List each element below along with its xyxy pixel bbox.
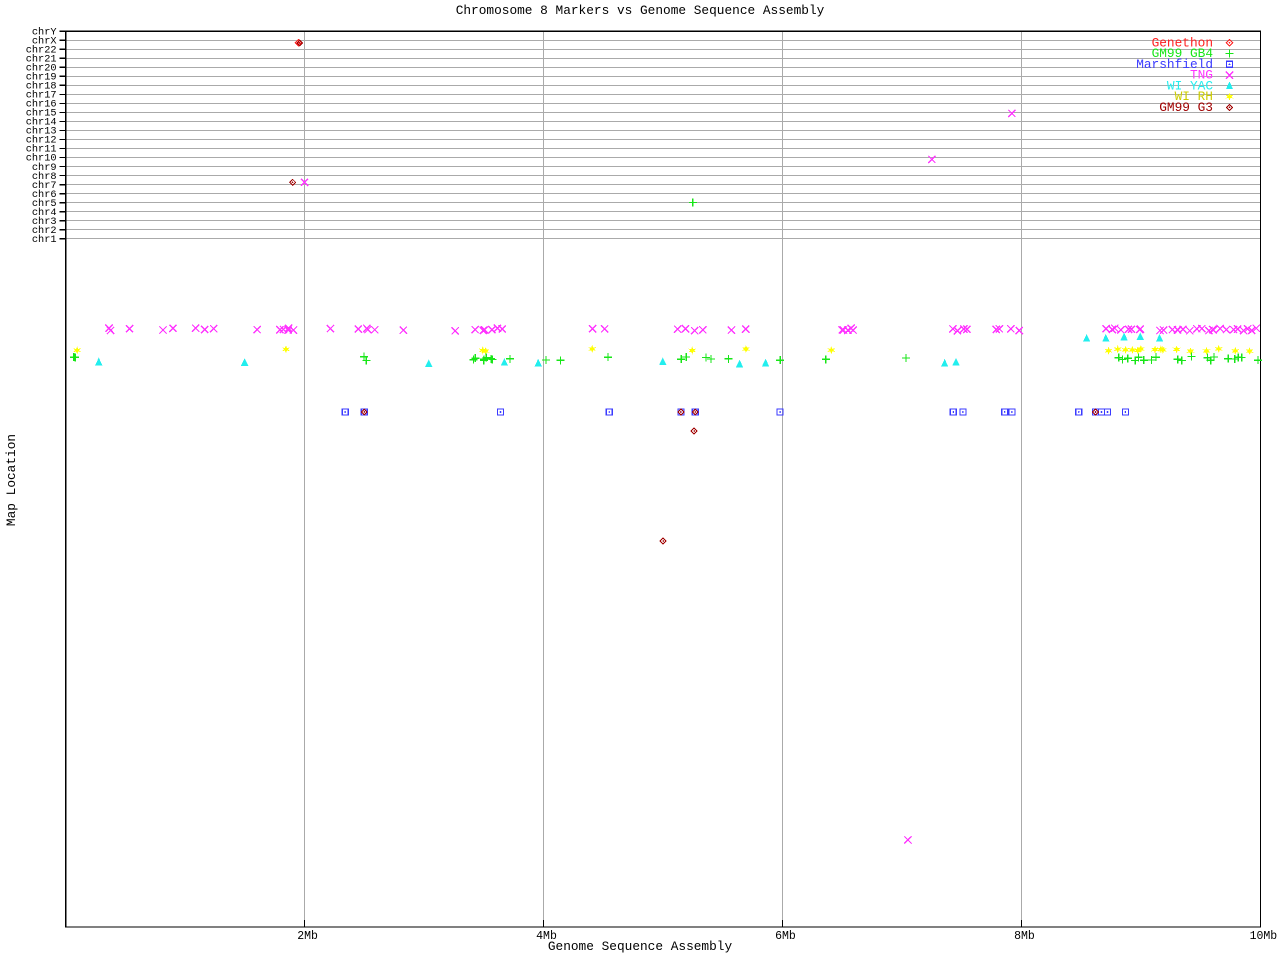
svg-text:2Mb: 2Mb [297,930,318,943]
svg-text:10Mb: 10Mb [1250,930,1278,943]
svg-text:4Mb: 4Mb [536,930,557,943]
svg-text:Map Location: Map Location [4,434,19,526]
svg-text:chr1: chr1 [32,234,57,246]
svg-text:6Mb: 6Mb [775,930,796,943]
svg-text:GM99 G3: GM99 G3 [1159,100,1213,115]
svg-text:8Mb: 8Mb [1014,930,1035,943]
svg-text:Genome Sequence Assembly: Genome Sequence Assembly [548,939,733,954]
svg-text:Chromosome 8 Markers vs Genome: Chromosome 8 Markers vs Genome Sequence … [456,3,825,18]
